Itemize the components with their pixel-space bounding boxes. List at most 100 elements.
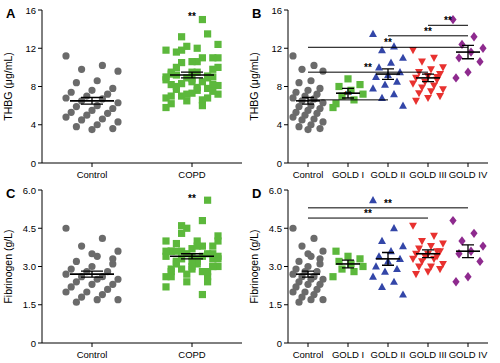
data-point	[310, 235, 317, 242]
x-tick	[388, 163, 389, 167]
y-tick	[38, 48, 42, 49]
data-point	[439, 86, 447, 93]
data-point	[319, 296, 326, 303]
x-tick	[468, 343, 469, 347]
data-point	[464, 67, 471, 76]
data-point	[199, 217, 206, 224]
y-tick-label: 4	[277, 119, 282, 130]
data-point	[439, 64, 447, 71]
data-point	[418, 238, 426, 245]
y-tick	[284, 190, 288, 191]
y-tick	[38, 124, 42, 125]
data-point	[109, 281, 116, 288]
y-axis-title: THBG (μg/mL)	[2, 52, 14, 120]
data-point	[350, 268, 357, 275]
x-tick	[428, 343, 429, 347]
x-tick-label: GOLD I	[332, 169, 364, 180]
data-point	[329, 273, 336, 280]
y-tick	[38, 266, 42, 267]
data-point	[304, 126, 311, 133]
x-tick	[308, 343, 309, 347]
data-point	[62, 52, 69, 59]
data-point	[204, 30, 211, 37]
data-point	[88, 126, 95, 133]
data-point	[104, 110, 111, 117]
data-point	[68, 283, 75, 290]
x-tick	[192, 343, 193, 347]
data-point	[409, 223, 417, 230]
data-point	[295, 79, 302, 86]
data-point	[479, 44, 486, 53]
data-point	[430, 256, 438, 263]
data-point	[332, 248, 339, 255]
data-point	[332, 100, 339, 107]
error-bar	[302, 271, 314, 277]
data-point	[304, 250, 311, 257]
data-point	[214, 41, 221, 48]
panel: C01.53.04.56.0Fibrinogen (g/L)ControlCOP…	[2, 185, 242, 361]
data-point	[209, 66, 216, 73]
y-tick-label: 12	[25, 43, 36, 54]
data-point	[88, 263, 95, 270]
x-tick-label: Control	[77, 349, 108, 360]
y-tick-label: 8	[277, 81, 282, 92]
data-point	[114, 99, 121, 106]
data-point	[378, 283, 386, 290]
panel-label: C	[6, 186, 16, 201]
x-tick-label: Control	[77, 169, 108, 180]
y-tick-label: 1.5	[23, 299, 36, 310]
x-tick	[348, 343, 349, 347]
panel: D01.53.04.56.0Fibrinogen (g/L)ControlGOL…	[248, 185, 488, 361]
data-point	[99, 62, 106, 69]
data-point	[369, 196, 377, 203]
data-point	[62, 288, 69, 295]
y-tick	[38, 190, 42, 191]
data-point	[476, 257, 483, 266]
data-point	[114, 68, 121, 75]
data-point	[173, 86, 180, 93]
x-tick-label: GOLD IV	[449, 169, 488, 180]
panel-label: A	[6, 6, 16, 21]
data-point	[88, 87, 95, 94]
figure: A0481216THBG (μg/mL)ControlCOPD**B048121…	[0, 0, 500, 363]
y-tick	[38, 228, 42, 229]
x-axis	[42, 343, 242, 344]
data-point	[114, 276, 121, 283]
y-tick	[38, 343, 42, 344]
data-point	[204, 268, 211, 275]
data-point	[209, 54, 216, 61]
data-point	[109, 125, 116, 132]
data-point	[194, 243, 201, 250]
data-point	[94, 77, 101, 84]
data-point	[78, 66, 85, 73]
data-point	[183, 97, 190, 104]
error-bar	[81, 97, 103, 104]
error-bar	[382, 252, 394, 265]
y-tick	[284, 86, 288, 87]
data-point	[99, 235, 106, 242]
x-tick-label: GOLD II	[371, 169, 406, 180]
significance-label: **	[424, 26, 432, 37]
data-point	[114, 118, 121, 125]
data-point	[99, 115, 106, 122]
error-bar	[422, 250, 434, 258]
data-point	[455, 53, 462, 62]
data-point	[295, 258, 302, 265]
data-point	[359, 91, 366, 98]
significance-label: **	[188, 193, 196, 204]
data-point	[162, 248, 169, 255]
data-point	[109, 255, 116, 262]
y-tick	[284, 343, 288, 344]
data-point	[204, 197, 211, 204]
data-point	[78, 242, 85, 249]
data-point	[399, 242, 407, 249]
data-point	[104, 286, 111, 293]
data-point	[319, 68, 326, 75]
data-point	[430, 233, 438, 240]
y-tick-label: 16	[271, 5, 282, 16]
data-point	[289, 94, 296, 101]
data-point	[415, 90, 423, 97]
data-point	[88, 281, 95, 288]
y-tick-label: 0	[31, 338, 36, 349]
data-point	[344, 75, 351, 82]
